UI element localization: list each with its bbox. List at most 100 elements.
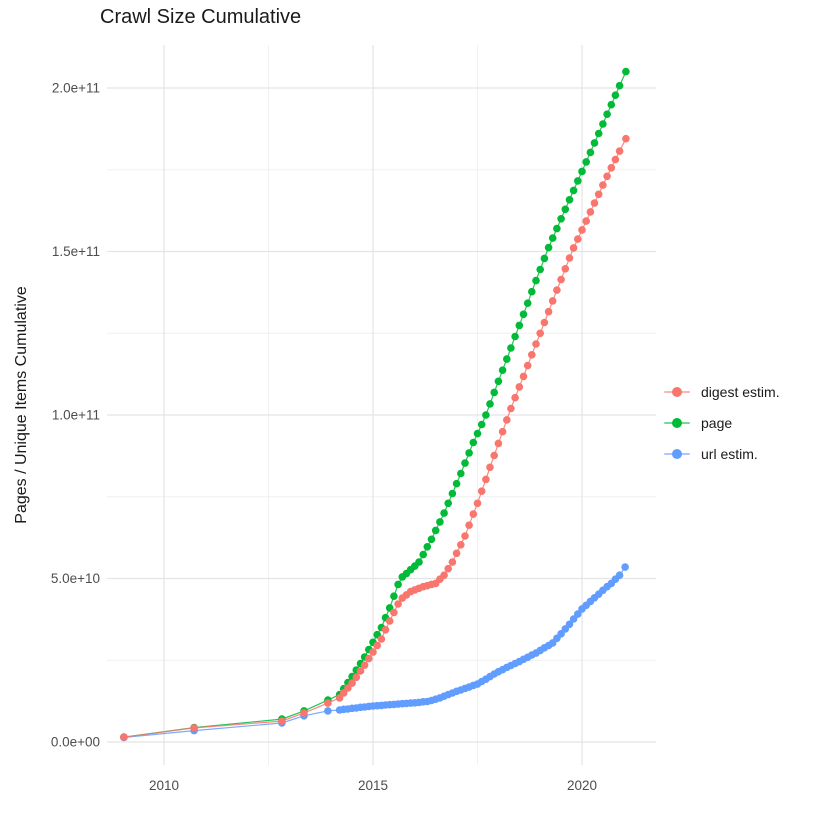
data-point-page: [490, 388, 499, 397]
data-point-digest-estim: [574, 235, 582, 243]
data-point-digest-estim: [482, 475, 490, 484]
data-point-digest-estim: [515, 383, 524, 391]
data-point-digest-estim: [469, 510, 478, 518]
data-point-digest-estim: [369, 648, 377, 656]
data-point-digest-estim: [507, 404, 515, 413]
data-point-digest-estim: [603, 172, 611, 181]
legend-key-page: [664, 416, 690, 430]
data-point-digest-estim: [503, 416, 511, 424]
data-point-page: [448, 489, 457, 498]
data-point-page: [440, 509, 448, 517]
data-point-page: [452, 479, 461, 488]
x-axis-tick-label: 2010: [149, 778, 179, 793]
x-axis-tick-labels: 2010 2015 2020: [149, 778, 597, 793]
data-point-digest-estim: [390, 608, 398, 617]
data-point-page: [477, 420, 486, 429]
data-point-page: [548, 234, 557, 242]
data-point-digest-estim: [528, 351, 536, 359]
data-point-digest-estim: [300, 709, 308, 717]
legend-key-url-estim: [664, 447, 690, 461]
series-url-estim: [120, 563, 629, 742]
data-point-page: [582, 158, 590, 166]
data-point-page: [503, 355, 511, 363]
data-point-page: [486, 400, 494, 408]
data-point-digest-estim: [477, 487, 486, 496]
data-point-page: [394, 580, 402, 589]
data-point-page: [523, 299, 532, 308]
data-point-page: [590, 139, 599, 147]
data-point-digest-estim: [360, 661, 369, 669]
data-point-digest-estim: [278, 717, 286, 725]
data-point-page: [536, 265, 544, 274]
data-point-page: [498, 366, 507, 375]
legend-key-digest-estim: [664, 385, 690, 399]
data-point-digest-estim: [557, 275, 565, 284]
data-point-page: [511, 332, 519, 341]
data-point-digest-estim: [594, 190, 603, 199]
data-point-digest-estim: [440, 571, 448, 579]
x-axis-tick-label: 2015: [358, 778, 388, 793]
data-point-page: [457, 469, 465, 478]
data-point-digest-estim: [352, 673, 361, 682]
data-point-digest-estim: [511, 393, 519, 402]
data-point-digest-estim: [190, 724, 198, 732]
data-point-digest-estim: [586, 208, 595, 216]
data-point-digest-estim: [120, 733, 128, 741]
data-point-digest-estim: [490, 451, 499, 460]
series-page: [120, 67, 630, 741]
legend-dot-icon: [672, 417, 682, 428]
data-point-page: [622, 67, 630, 76]
data-point-digest-estim: [582, 217, 590, 225]
legend-label: url estim.: [701, 445, 758, 462]
legend-item-digest-estim: digest estim.: [664, 376, 780, 407]
data-point-digest-estim: [590, 199, 599, 207]
data-point-digest-estim: [565, 254, 574, 262]
data-point-digest-estim: [548, 297, 557, 305]
data-point-digest-estim: [324, 699, 332, 707]
legend-label: page: [701, 414, 733, 431]
data-point-digest-estim: [473, 499, 482, 508]
data-point-page: [444, 499, 453, 508]
data-point-digest-estim: [461, 532, 469, 540]
data-point-page: [586, 148, 595, 157]
y-axis-tick-labels: 0.0e+00 5.0e+10 1.0e+11 1.5e+11 2.0e+11: [51, 81, 100, 750]
data-point-digest-estim: [486, 463, 494, 472]
legend-dot-icon: [672, 448, 682, 459]
data-point-digest-estim: [607, 164, 616, 172]
data-point-digest-estim: [365, 654, 373, 663]
data-point-page: [603, 110, 611, 118]
data-point-digest-estim: [339, 689, 348, 697]
data-point-digest-estim: [611, 155, 620, 164]
data-point-page: [419, 550, 428, 559]
data-point-digest-estim: [465, 521, 473, 529]
legend-item-page: page: [664, 407, 780, 438]
legend-label: digest estim.: [701, 383, 780, 400]
data-point-digest-estim: [569, 244, 578, 252]
y-axis-tick-label: 1.0e+11: [52, 408, 100, 423]
data-point-digest-estim: [356, 667, 365, 675]
y-axis-tick-label: 2.0e+11: [52, 81, 100, 96]
data-point-digest-estim: [498, 427, 507, 436]
data-point-digest-estim: [494, 439, 503, 448]
data-point-page: [607, 100, 616, 109]
y-axis-tick-label: 0.0e+00: [51, 735, 100, 750]
data-point-digest-estim: [599, 181, 607, 189]
gridlines-major: [107, 45, 656, 765]
data-point-digest-estim: [561, 265, 570, 273]
data-point-page: [469, 438, 478, 447]
data-point-page: [540, 254, 549, 263]
data-point-digest-estim: [394, 600, 402, 608]
data-point-digest-estim: [348, 679, 356, 687]
data-point-page: [528, 287, 536, 296]
data-point-page: [515, 321, 524, 330]
gridlines-minor: [107, 45, 656, 765]
data-point-digest-estim: [452, 549, 461, 558]
legend: digest estim. page url estim.: [664, 376, 780, 469]
data-point-page: [390, 592, 398, 600]
data-point-page: [565, 196, 574, 204]
y-axis-tick-label: 5.0e+10: [51, 571, 100, 586]
data-point-url-estim: [621, 563, 629, 571]
data-point-page: [494, 377, 503, 386]
